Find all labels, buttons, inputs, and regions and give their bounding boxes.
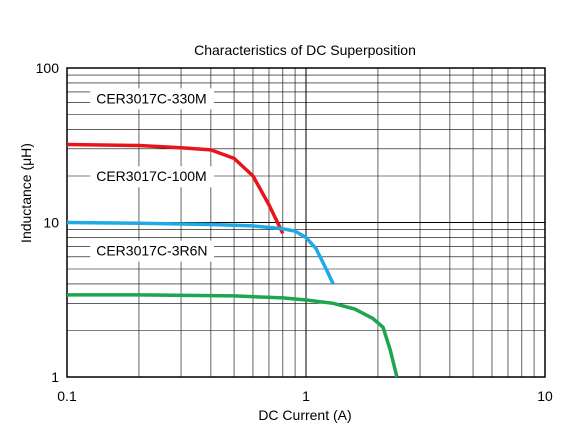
series-line — [66, 220, 335, 285]
series-label: CER3017C-100M — [96, 168, 206, 184]
series-label: CER3017C-330M — [96, 90, 206, 106]
x-axis-label: DC Current (A) — [258, 407, 351, 423]
y-tick-label: 1 — [51, 369, 59, 385]
series-line — [66, 142, 285, 235]
grid — [67, 68, 545, 377]
y-tick-label: 100 — [36, 60, 60, 76]
series-line — [67, 293, 399, 378]
x-tick-label: 10 — [537, 388, 553, 404]
series-layer — [66, 142, 399, 378]
series-label: CER3017C-3R6N — [96, 243, 207, 259]
chart-title: Characteristics of DC Superposition — [194, 42, 416, 58]
series-label-background — [90, 88, 215, 110]
y-tick-label: 10 — [43, 215, 59, 231]
x-tick-label: 1 — [302, 388, 310, 404]
series-label-background — [90, 166, 215, 188]
y-axis-label: Inductance (μH) — [18, 143, 34, 243]
x-tick-label: 0.1 — [57, 388, 77, 404]
tick-labels: 0.1 1 10 1 10 100 — [36, 60, 553, 404]
series-label-background — [90, 240, 215, 262]
series-labels: CER3017C-330M CER3017C-100M CER3017C-3R6N — [90, 88, 215, 262]
